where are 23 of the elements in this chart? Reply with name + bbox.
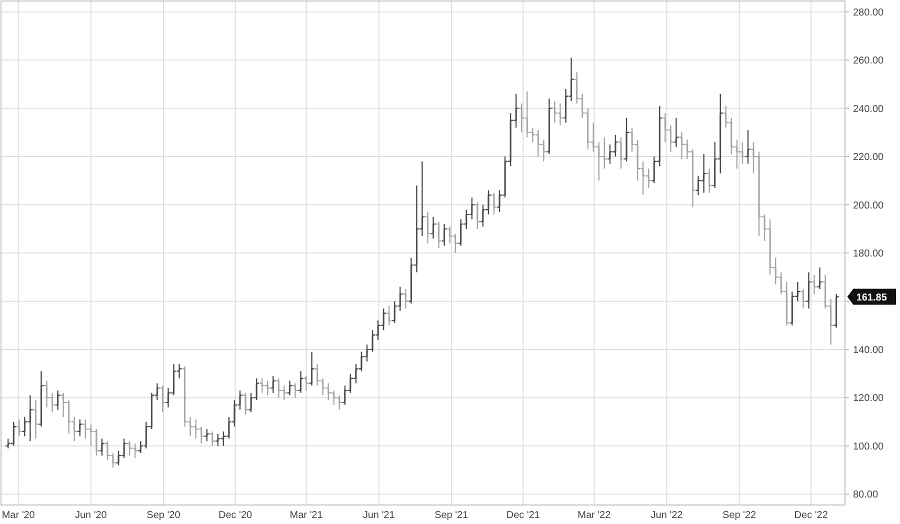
x-tick-label: Jun '20 (74, 510, 108, 521)
x-tick-label: Mar '20 (2, 510, 36, 521)
y-tick-label: 80.00 (853, 490, 878, 501)
x-tick-label: Jun '22 (650, 510, 684, 521)
x-tick-label: Dec '21 (506, 510, 540, 521)
y-tick-label: 120.00 (853, 393, 884, 404)
y-tick-label: 200.00 (853, 200, 884, 212)
y-tick-label: 180.00 (853, 248, 884, 260)
x-tick-label: Dec '20 (218, 510, 253, 521)
y-tick-label: 260.00 (853, 56, 884, 67)
y-tick-label: 240.00 (853, 104, 884, 115)
y-tick-label: 140.00 (853, 344, 884, 356)
x-tick-label: Sep '21 (434, 510, 469, 521)
x-tick-label: Sep '22 (722, 510, 757, 521)
y-tick-label: 280.00 (853, 7, 884, 18)
y-tick-label: 220.00 (853, 152, 884, 164)
y-tick-label: 100.00 (853, 441, 884, 452)
x-tick-label: Mar '22 (578, 510, 612, 521)
x-tick-label: Mar '21 (290, 510, 324, 521)
x-tick-label: Dec '22 (794, 510, 828, 521)
x-tick-label: Jun '21 (362, 510, 396, 521)
x-tick-label: Sep '20 (146, 510, 181, 521)
annotation: 161.85 (856, 292, 888, 304)
